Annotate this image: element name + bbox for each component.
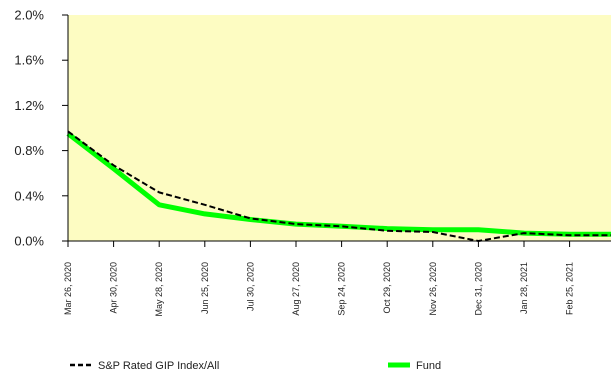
y-tick-label: 2.0%	[14, 8, 44, 23]
series-layer	[66, 130, 611, 242]
y-tick-label: 1.2%	[14, 98, 44, 113]
legend: S&P Rated GIP Index/All Fund	[70, 360, 441, 370]
x-tick-label: Nov 26, 2020	[428, 262, 438, 316]
x-tick-label: Oct 29, 2020	[382, 262, 392, 314]
y-tick-label: 1.6%	[14, 53, 44, 68]
x-tick-label: Jan 28, 2021	[519, 262, 529, 314]
x-axis: Mar 26, 2020 Apr 30, 2020 May 28, 2020 Jun …	[63, 241, 575, 317]
series-line-index	[67, 130, 611, 242]
x-tick-label: Mar 26, 2020	[63, 262, 73, 315]
x-tick-label: May 28, 2020	[154, 262, 164, 317]
x-tick-label: Aug 27, 2020	[291, 262, 301, 316]
y-tick-label: 0.0%	[14, 234, 44, 249]
x-tick-label: Jun 25, 2020	[200, 262, 210, 314]
x-tick-label: Dec 31, 2020	[473, 262, 483, 316]
legend-label: Fund	[416, 360, 441, 370]
x-tick-label: Sep 24, 2020	[337, 262, 347, 316]
legend-label: S&P Rated GIP Index/All	[98, 360, 219, 370]
y-tick-label: 0.8%	[14, 143, 44, 158]
y-axis: 0.0% 0.4% 0.8% 1.2% 1.6% 2.0%	[14, 8, 68, 249]
x-tick-label: Jul 30, 2020	[245, 262, 255, 311]
plot-background	[68, 15, 611, 241]
x-tick-label: Apr 30, 2020	[109, 262, 119, 314]
y-tick-label: 0.4%	[14, 188, 44, 203]
x-tick-label: Feb 25, 2021	[565, 262, 575, 315]
